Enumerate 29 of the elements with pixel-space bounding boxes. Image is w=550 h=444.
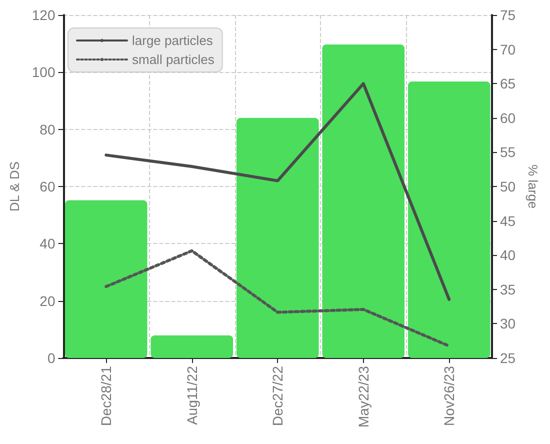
y-tick-label: 60: [40, 178, 56, 194]
y2-tick-label: 35: [500, 281, 516, 298]
x-tick-label: Nov26/23: [441, 366, 458, 426]
legend-label: large particles: [132, 33, 214, 48]
y2-tick-label: 45: [500, 212, 516, 229]
y2-tick-label: 50: [500, 178, 516, 194]
y2-tick-label: 55: [500, 144, 516, 160]
y2-tick-label: 70: [500, 41, 516, 58]
y2-tick-label: 65: [500, 76, 516, 92]
legend-label: small particles: [132, 52, 215, 67]
x-tick-label: Aug11/22: [184, 366, 200, 425]
y-tick-label: 40: [40, 236, 56, 252]
y-tick-label: 20: [40, 292, 56, 309]
y2-tick-label: 25: [500, 350, 516, 366]
y2-tick-label: 30: [500, 316, 516, 332]
y2-axis-title: % large: [525, 164, 540, 209]
y2-tick-label: 75: [500, 7, 516, 23]
y-tick-label: 100: [32, 64, 56, 80]
x-tick-label: May22/23: [355, 366, 372, 428]
y2-tick-label: 40: [500, 247, 516, 264]
line-series: [104, 249, 451, 348]
y-tick-label: 120: [32, 7, 56, 23]
y-axis-title: DL & DS: [7, 161, 22, 212]
y-tick-label: 0: [47, 350, 56, 366]
x-tick-label: Dec28/21: [98, 366, 114, 426]
x-tick-label: Dec27/22: [270, 366, 286, 426]
y2-tick-label: 60: [500, 110, 516, 126]
y-tick-label: 80: [40, 121, 56, 138]
line-series: [104, 82, 451, 301]
